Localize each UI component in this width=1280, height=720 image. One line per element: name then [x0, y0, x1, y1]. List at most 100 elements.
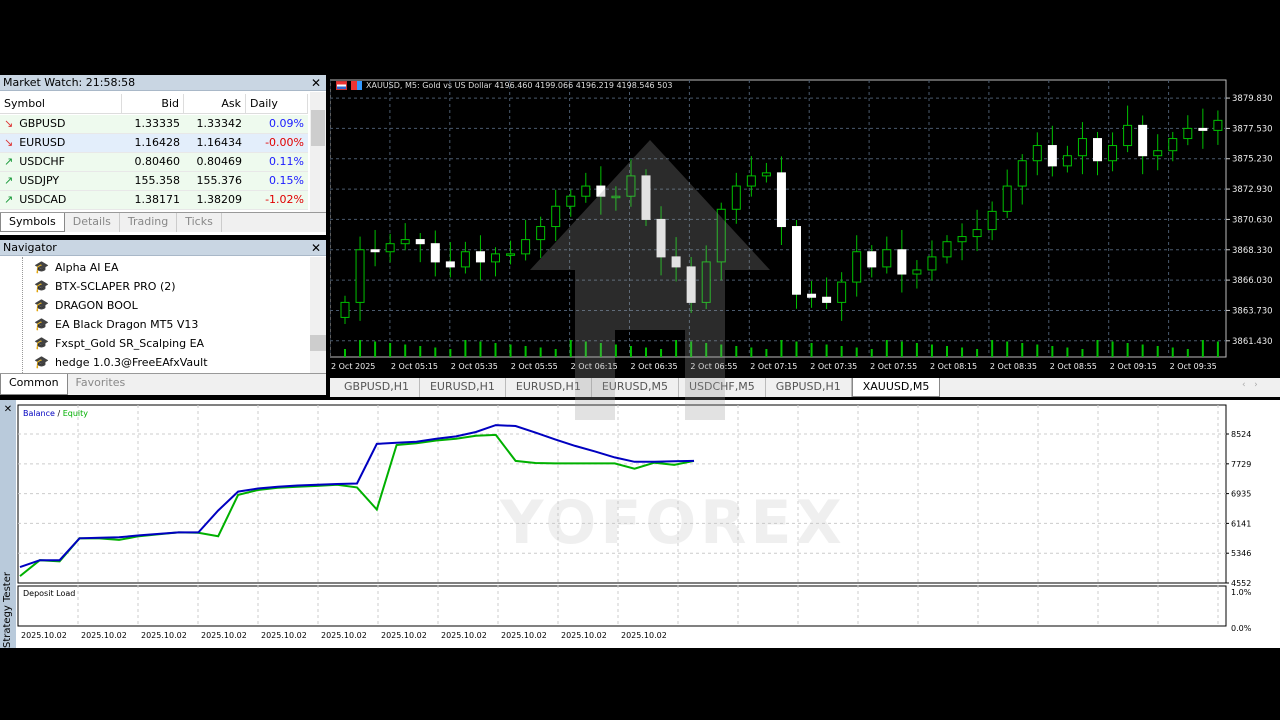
candle-body: [822, 296, 832, 303]
candle-body: [415, 239, 425, 245]
chart-tab[interactable]: EURUSD,H1: [420, 378, 506, 397]
time-label: 2 Oct 08:35: [990, 362, 1037, 371]
navigator-expert-item[interactable]: 🎓 Fxspt_Gold SR_Scalping EA: [34, 334, 204, 353]
x-tick-label: 2025.10.02: [21, 631, 67, 640]
bid-cell: 155.358: [134, 174, 181, 187]
tab-trading[interactable]: Trading: [120, 213, 178, 232]
column-daily-change[interactable]: Daily Ch...: [246, 94, 308, 130]
daily-change-cell: -1.02%: [265, 193, 304, 206]
candle-body: [581, 185, 591, 197]
candle-body: [807, 293, 817, 298]
price-label: 3872.930: [1232, 185, 1273, 195]
chart-tab[interactable]: GBPUSD,H1: [334, 378, 420, 397]
candle-body: [340, 301, 350, 318]
market-watch-row[interactable]: ↗ USDCHF 0.80460 0.80469 0.11%: [0, 153, 308, 172]
chart-header: XAUUSD, M5: Gold vs US Dollar 4196.460 4…: [336, 81, 672, 90]
price-label: 3866.030: [1232, 276, 1273, 286]
ask-cell: 155.376: [196, 174, 243, 187]
deposit-load-frame: [17, 585, 1227, 627]
tab-common[interactable]: Common: [0, 374, 68, 395]
time-label: 2 Oct 08:15: [930, 362, 977, 371]
bid-cell: 1.38171: [134, 193, 181, 206]
candle-body: [837, 281, 847, 303]
x-tick-label: 2025.10.02: [441, 631, 487, 640]
ask-cell: 1.33342: [196, 117, 243, 130]
navigator-expert-item[interactable]: 🎓 DRAGON BOOL: [34, 296, 138, 315]
expert-name: EA Black Dragon MT5 V13: [55, 318, 199, 331]
daily-change-cell: -0.00%: [265, 136, 304, 149]
time-label: 2 Oct 05:55: [511, 362, 558, 371]
expert-name: hedge 1.0.3@FreeEAfxVault: [55, 356, 208, 369]
candle-body: [1138, 124, 1148, 157]
y-tick-label: 6141: [1231, 519, 1251, 528]
candle-body: [1198, 127, 1208, 131]
tab-ticks[interactable]: Ticks: [177, 213, 222, 232]
time-label: 2 Oct 05:35: [451, 362, 498, 371]
price-label: 3868.330: [1232, 246, 1273, 256]
navigator-expert-item[interactable]: 🎓 EA Black Dragon MT5 V13: [34, 315, 198, 334]
tab-favorites[interactable]: Favorites: [75, 376, 126, 389]
deposit-load-title: Deposit Load: [23, 589, 76, 598]
market-watch-row[interactable]: ↘ EURUSD 1.16428 1.16434 -0.00%: [0, 134, 308, 153]
x-tick-label: 2025.10.02: [141, 631, 187, 640]
chart-tab[interactable]: EURUSD,H1: [506, 378, 592, 397]
candle-body: [1153, 150, 1163, 157]
navigator-title-text: Navigator: [3, 241, 57, 254]
column-symbol[interactable]: Symbol: [0, 94, 122, 114]
arrow-down-icon: ↘: [4, 117, 14, 130]
x-tick-label: 2025.10.02: [561, 631, 607, 640]
market-watch-header: Symbol Bid Ask Daily Ch...: [0, 94, 308, 130]
symbol-name: EURUSD: [19, 136, 66, 149]
market-watch-title-text: Market Watch: 21:58:58: [3, 76, 136, 89]
arrow-up-icon: ↗: [4, 174, 14, 187]
price-chart[interactable]: 3879.830 3877.530 3875.230 3872.930 3870.630…: [329, 75, 1280, 375]
chart-tab[interactable]: USDCHF,M5: [679, 378, 766, 397]
candle-body: [1183, 127, 1193, 140]
navigator-expert-item[interactable]: 🎓 hedge 1.0.3@FreeEAfxVault: [34, 353, 208, 372]
graph-legend: Balance / Equity: [23, 409, 88, 418]
arrow-up-icon: ↗: [4, 193, 14, 206]
market-watch-row[interactable]: ↘ GBPUSD 1.33335 1.33342 0.09%: [0, 115, 308, 134]
symbol-name: GBPUSD: [19, 117, 66, 130]
chart-tab[interactable]: GBPUSD,H1: [766, 378, 852, 397]
expert-name: DRAGON BOOL: [55, 299, 138, 312]
chart-tab[interactable]: EURUSD,M5: [592, 378, 679, 397]
market-watch-row[interactable]: ↗ USDJPY 155.358 155.376 0.15%: [0, 172, 308, 191]
market-watch-row[interactable]: ↗ USDCAD 1.38171 1.38209 -1.02%: [0, 191, 308, 210]
time-label: 2 Oct 07:15: [750, 362, 797, 371]
column-ask[interactable]: Ask: [184, 94, 246, 114]
candle-body: [731, 185, 741, 210]
candle-body: [987, 210, 997, 231]
tab-details[interactable]: Details: [65, 213, 120, 232]
close-icon[interactable]: ✕: [310, 76, 321, 90]
candle-body: [671, 256, 681, 268]
column-bid[interactable]: Bid: [122, 94, 184, 114]
price-label: 3877.530: [1232, 124, 1273, 134]
candle-body: [867, 251, 877, 268]
expert-advisor-icon: 🎓: [34, 279, 49, 293]
tabs-scroll-arrows[interactable]: ‹ ›: [1242, 380, 1258, 390]
candle-body: [445, 261, 455, 268]
navigator-scrollbar[interactable]: [310, 257, 326, 373]
navigator-expert-item[interactable]: 🎓 BTX-SCLAPER PRO (2): [34, 277, 176, 296]
chart-tab[interactable]: XAUUSD,M5: [851, 378, 941, 397]
daily-change-cell: 0.11%: [269, 155, 304, 168]
time-label: 2 Oct 05:15: [391, 362, 438, 371]
price-label: 3870.630: [1232, 215, 1273, 225]
close-icon[interactable]: ✕: [3, 404, 13, 415]
close-icon[interactable]: ✕: [310, 241, 321, 255]
candlestick-chart[interactable]: 3879.830 3877.530 3875.230 3872.930 3870.630…: [329, 75, 1280, 375]
tab-symbols[interactable]: Symbols: [0, 213, 65, 232]
symbol-name: USDCAD: [19, 193, 67, 206]
price-label: 3875.230: [1232, 155, 1273, 165]
market-watch-scrollbar[interactable]: [310, 92, 326, 212]
expert-advisor-icon: 🎓: [34, 260, 49, 274]
expert-name: BTX-SCLAPER PRO (2): [55, 280, 176, 293]
market-watch-title: Market Watch: 21:58:58 ✕: [0, 75, 326, 91]
symbol-cell: ↗ USDCHF: [0, 153, 122, 171]
legend-balance: Balance: [23, 409, 55, 418]
time-label: 2 Oct 09:15: [1110, 362, 1157, 371]
navigator-expert-item[interactable]: 🎓 Alpha AI EA: [34, 258, 119, 277]
y-tick-label: 5346: [1231, 549, 1251, 558]
